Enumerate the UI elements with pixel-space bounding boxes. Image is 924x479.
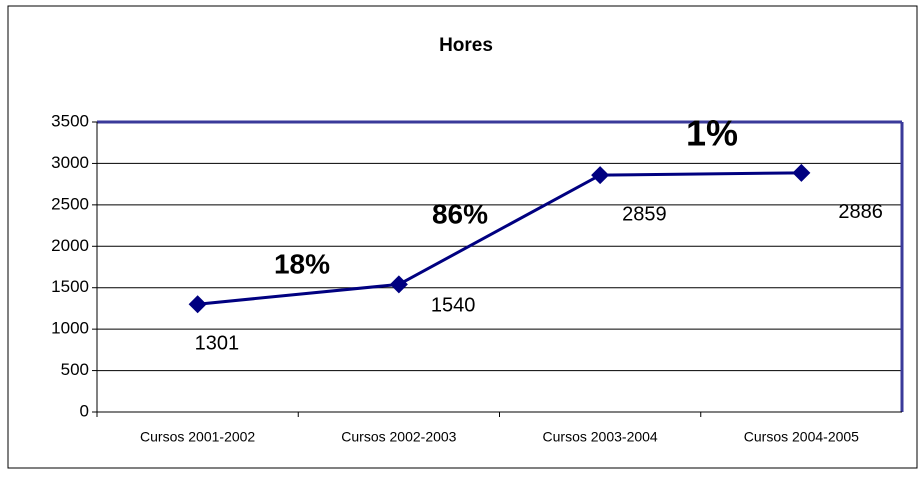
line bbox=[197, 171, 802, 306]
y-tick-label: 2000 bbox=[51, 236, 89, 255]
y-tick-label: 1500 bbox=[51, 277, 89, 296]
x-tick-label: Cursos 2004-2005 bbox=[744, 429, 859, 445]
marker bbox=[591, 166, 610, 185]
chart-title: Hores bbox=[439, 35, 493, 56]
y-tick-label: 3500 bbox=[51, 111, 89, 130]
x-tick-label: Cursos 2001-2002 bbox=[140, 429, 255, 445]
data-label: 1540 bbox=[431, 295, 476, 317]
marker bbox=[389, 275, 408, 294]
marker bbox=[188, 295, 207, 314]
x-tick-label: Cursos 2002-2003 bbox=[341, 429, 456, 445]
y-tick-label: 3000 bbox=[51, 153, 89, 172]
y-tick-label: 0 bbox=[80, 401, 89, 420]
data-label: 2859 bbox=[622, 203, 667, 225]
marker bbox=[792, 163, 811, 182]
annotation: 1% bbox=[686, 113, 738, 154]
x-tick-label: Cursos 2003-2004 bbox=[543, 429, 658, 445]
y-tick-label: 500 bbox=[61, 360, 89, 379]
chart-frame bbox=[7, 5, 918, 469]
y-tick-label: 2500 bbox=[51, 194, 89, 213]
y-tick-label: 1000 bbox=[51, 319, 89, 338]
data-label: 1301 bbox=[195, 332, 240, 354]
data-label: 2886 bbox=[838, 201, 883, 223]
annotation: 18% bbox=[274, 248, 330, 279]
annotation: 86% bbox=[432, 198, 488, 229]
